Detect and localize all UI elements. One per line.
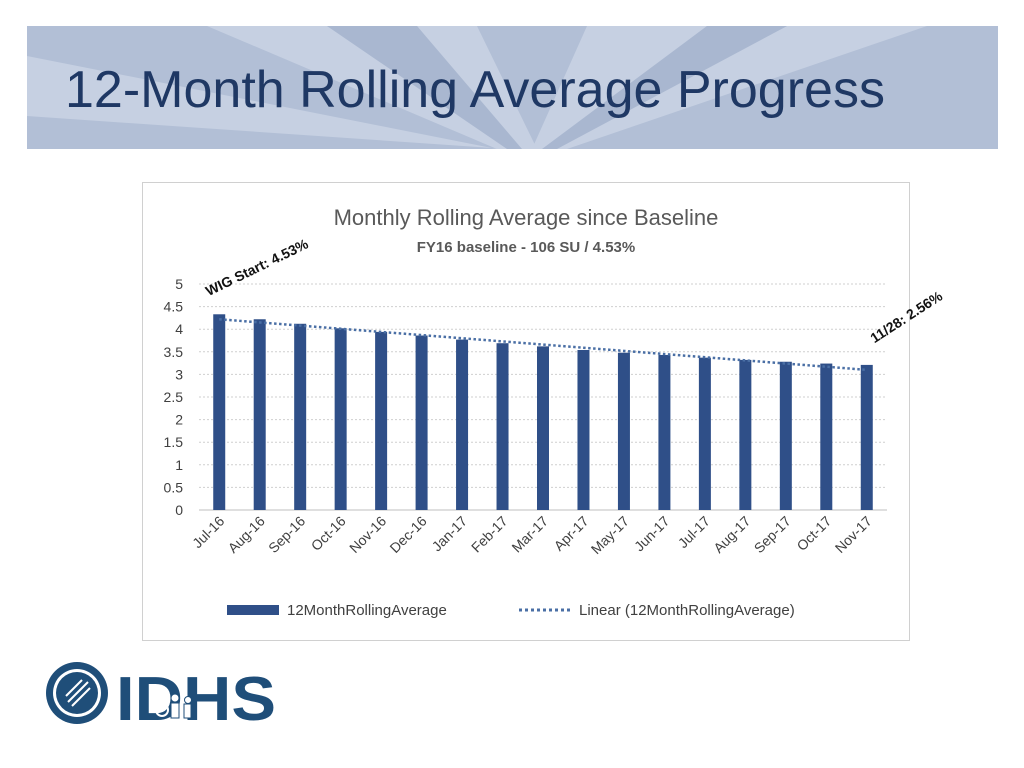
x-tick-label: Jan-17 <box>429 513 471 555</box>
x-tick-label: Jul-16 <box>189 513 227 551</box>
bar-chart: Monthly Rolling Average since Baseline F… <box>164 205 887 619</box>
bar <box>334 328 347 510</box>
x-tick-label: Nov-16 <box>346 513 389 556</box>
x-tick-label: Feb-17 <box>468 513 511 556</box>
bar <box>496 343 509 510</box>
legend: 12MonthRollingAverage Linear (12MonthRol… <box>227 602 795 619</box>
x-tick-label: May-17 <box>588 513 632 557</box>
legend-bar-swatch <box>227 605 279 615</box>
y-tick-label: 4.5 <box>164 299 184 315</box>
bar <box>577 349 590 510</box>
y-tick-label: 2.5 <box>164 389 184 405</box>
title-banner: 12-Month Rolling Average Progress <box>27 26 998 149</box>
bar <box>820 363 833 510</box>
x-tick-label: Sep-16 <box>265 513 308 556</box>
bar <box>537 346 549 510</box>
x-tick-label: Apr-17 <box>551 513 592 554</box>
bar <box>294 323 307 510</box>
bar <box>860 364 873 510</box>
x-tick-label: Nov-17 <box>832 513 875 556</box>
x-tick-label: Oct-16 <box>308 513 349 554</box>
bar <box>779 361 792 510</box>
idhs-logo: IDHS <box>44 660 284 734</box>
x-tick-label: Jun-17 <box>631 513 673 555</box>
x-tick-label: Jul-17 <box>675 513 713 551</box>
x-tick-label: Dec-16 <box>386 513 429 556</box>
bar <box>213 314 226 510</box>
y-tick-label: 2 <box>175 412 183 428</box>
y-tick-label: 0.5 <box>164 479 184 495</box>
y-tick-label: 0 <box>175 502 183 518</box>
y-tick-label: 5 <box>175 276 183 292</box>
chart-frame: Monthly Rolling Average since Baseline F… <box>142 182 910 641</box>
x-tick-label: Sep-17 <box>751 513 794 556</box>
x-tick-label: Mar-17 <box>508 513 551 556</box>
legend-trend-label: Linear (12MonthRollingAverage) <box>579 602 795 619</box>
bar <box>739 359 752 510</box>
state-seal-icon <box>46 662 108 724</box>
bar <box>617 352 630 510</box>
y-tick-label: 1 <box>175 457 183 473</box>
y-tick-label: 4 <box>175 321 183 337</box>
slide-title: 12-Month Rolling Average Progress <box>65 61 885 119</box>
bar <box>375 331 388 510</box>
logo-wordmark: IDHS <box>116 665 276 728</box>
bar <box>415 335 428 510</box>
trendline-layer <box>219 318 867 372</box>
x-tick-label: Aug-16 <box>225 513 268 556</box>
trendline <box>219 318 867 372</box>
y-axis-ticks: 0 0.5 1 1.5 2 2.5 3 3.5 4 4.5 5 <box>164 276 184 518</box>
legend-bar-label: 12MonthRollingAverage <box>287 602 447 619</box>
chart-subtitle: FY16 baseline - 106 SU / 4.53% <box>417 239 635 256</box>
bar <box>253 319 266 510</box>
x-tick-label: Oct-17 <box>793 513 834 554</box>
bar <box>456 339 469 510</box>
y-tick-label: 1.5 <box>164 434 184 450</box>
chart-title: Monthly Rolling Average since Baseline <box>334 205 719 230</box>
y-tick-label: 3 <box>175 366 183 382</box>
family-figures-icon <box>155 693 192 719</box>
banner-rays-decoration <box>27 26 927 149</box>
y-tick-label: 3.5 <box>164 344 184 360</box>
x-tick-label: Aug-17 <box>710 513 753 556</box>
bar <box>698 357 711 510</box>
bars <box>213 314 873 510</box>
bar <box>658 354 671 510</box>
